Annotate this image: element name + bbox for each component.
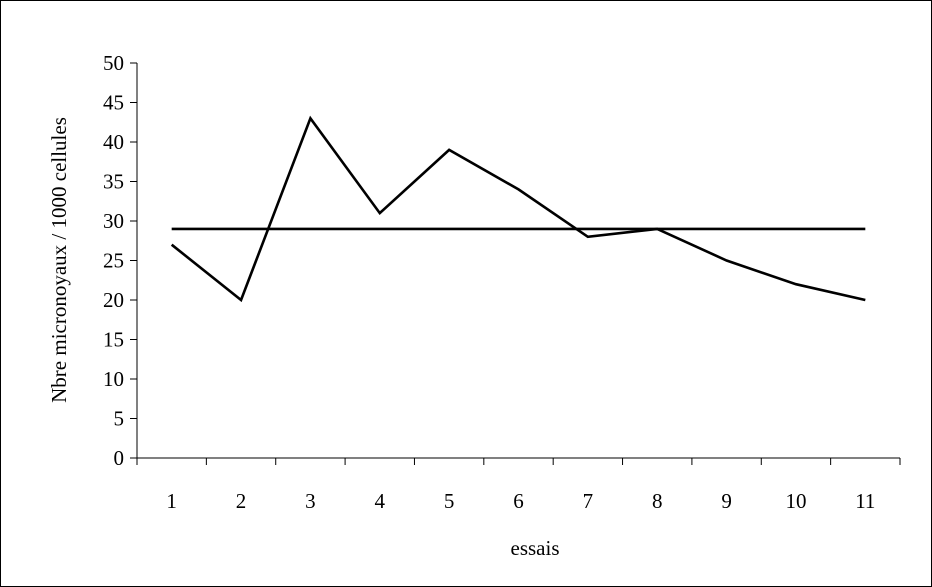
y-tick-label: 15 — [103, 328, 124, 352]
y-tick-label: 25 — [103, 249, 124, 273]
x-tick-label: 4 — [375, 489, 386, 513]
x-tick-label: 10 — [785, 489, 806, 513]
x-tick-label: 6 — [513, 489, 524, 513]
y-tick-label: 40 — [103, 130, 124, 154]
x-tick-label: 8 — [652, 489, 663, 513]
y-axis-title: Nbre micronoyaux / 1000 cellules — [47, 117, 71, 403]
y-tick-label: 0 — [114, 446, 125, 470]
y-tick-label: 45 — [103, 91, 124, 115]
x-tick-label: 11 — [855, 489, 875, 513]
x-tick-label: 9 — [721, 489, 732, 513]
x-tick-label: 1 — [166, 489, 177, 513]
y-tick-label: 50 — [103, 51, 124, 75]
y-axis: 0 5 10 15 20 25 30 35 40 45 50 — [103, 51, 138, 470]
x-tick-label: 2 — [236, 489, 247, 513]
y-tick-label: 5 — [114, 407, 125, 431]
series-line-1 — [170, 115, 866, 303]
x-tick-label: 7 — [583, 489, 594, 513]
x-axis-title: essais — [511, 536, 560, 560]
x-axis: 1 2 3 4 5 6 7 8 9 10 11 — [136, 457, 901, 513]
series-lines — [170, 115, 866, 303]
y-tick-label: 35 — [103, 170, 124, 194]
x-tick-label: 3 — [305, 489, 316, 513]
y-tick-label: 30 — [103, 209, 124, 233]
x-tick-label: 5 — [444, 489, 455, 513]
y-tick-label: 20 — [103, 288, 124, 312]
y-tick-label: 10 — [103, 367, 124, 391]
